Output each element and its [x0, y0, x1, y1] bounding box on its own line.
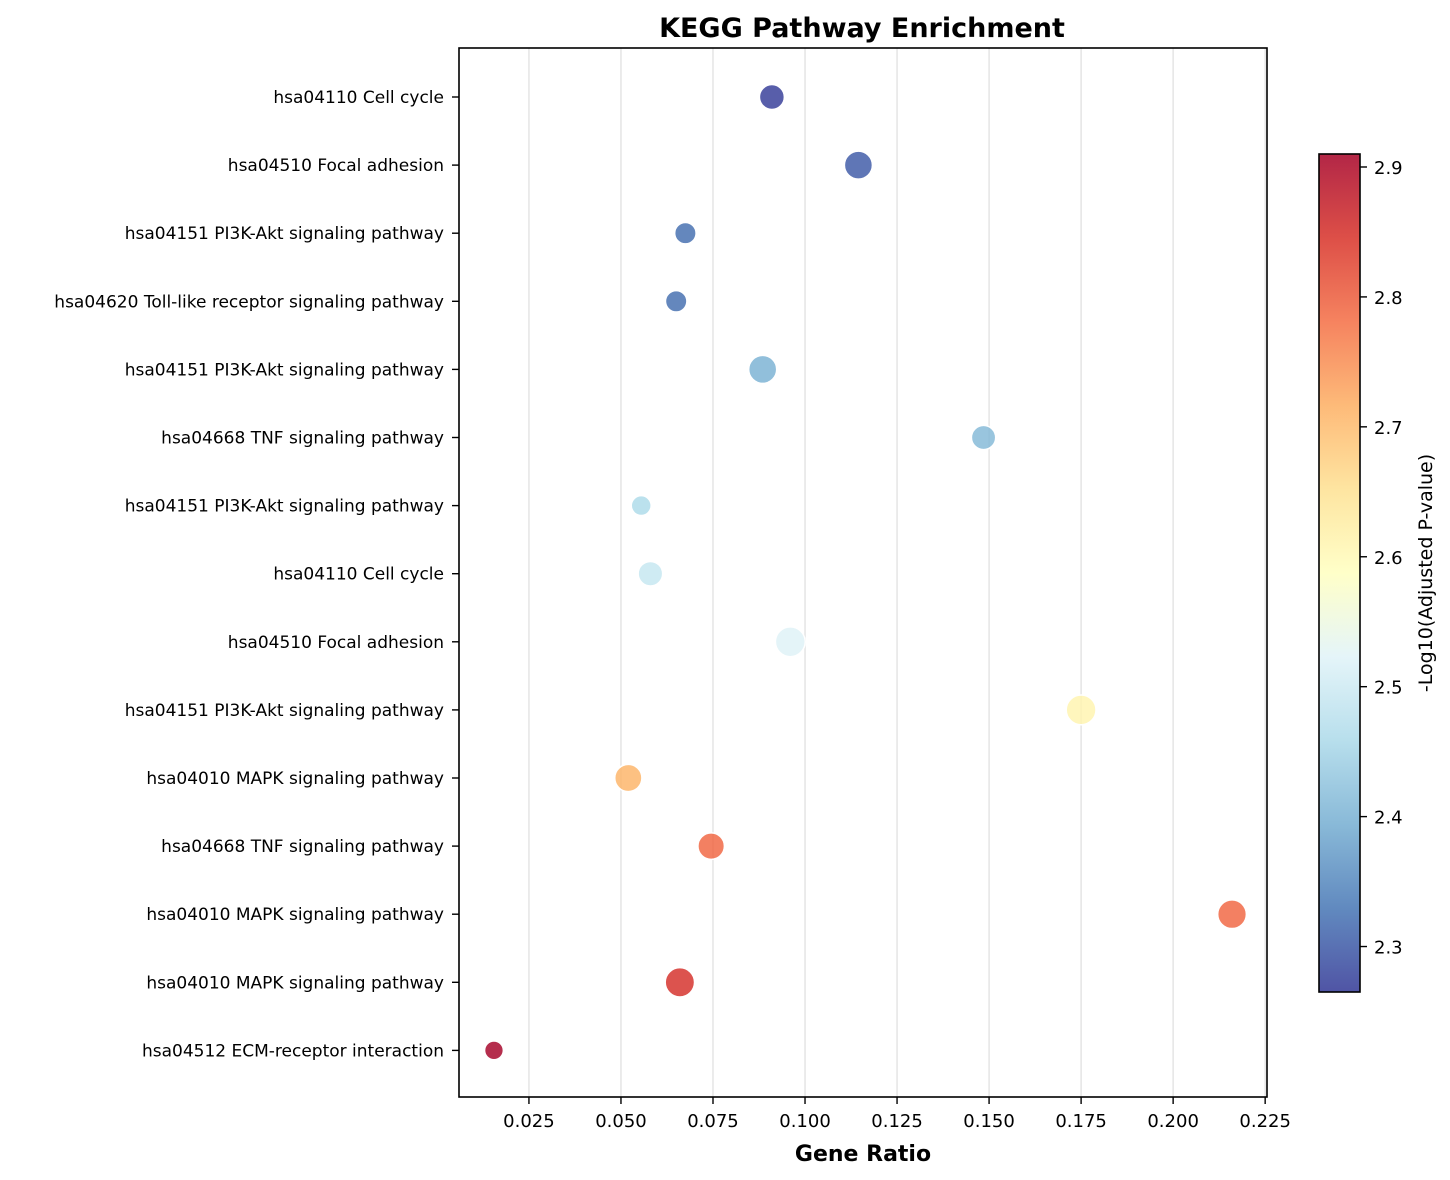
x-tick-label: 0.100 — [779, 1111, 831, 1132]
data-point — [664, 966, 696, 998]
data-point — [637, 560, 664, 587]
y-tick-label: hsa04110 Cell cycle — [273, 565, 444, 585]
y-tick-label: hsa04151 PI3K-Akt signaling pathway — [125, 224, 444, 244]
data-point — [664, 289, 688, 313]
data-point — [774, 626, 806, 658]
y-tick-label: hsa04668 TNF signaling pathway — [161, 429, 444, 449]
y-tick-label: hsa04010 MAPK signaling pathway — [146, 973, 444, 993]
colorbar-label: -Log10(Adjusted P-value) — [1415, 454, 1437, 692]
y-tick-label: hsa04512 ECM-receptor interaction — [142, 1041, 444, 1061]
data-point — [614, 763, 643, 793]
colorbar-ticks: 2.3 2.4 2.5 2.6 2.7 2.8 2.9 — [1360, 158, 1403, 959]
data-point — [697, 832, 726, 861]
y-tick-label: hsa04010 MAPK signaling pathway — [146, 769, 444, 789]
data-point — [970, 424, 997, 451]
colorbar-tick-label: 2.9 — [1374, 158, 1403, 179]
x-tick-label: 0.175 — [1055, 1111, 1107, 1132]
data-point — [843, 150, 874, 180]
colorbar-tick-label: 2.4 — [1374, 808, 1403, 829]
x-tick-label: 0.025 — [503, 1111, 555, 1132]
x-tick-label: 0.200 — [1147, 1111, 1199, 1132]
y-tick-label: hsa04010 MAPK signaling pathway — [146, 905, 444, 925]
y-tick-label: hsa04620 Toll-like receptor signaling pa… — [54, 292, 444, 312]
y-tick-label: hsa04151 PI3K-Akt signaling pathway — [125, 701, 444, 721]
data-points — [483, 83, 1248, 1061]
y-tick-label: hsa04668 TNF signaling pathway — [161, 837, 444, 857]
colorbar-tick-label: 2.7 — [1374, 418, 1403, 439]
x-tick-label: 0.150 — [963, 1111, 1015, 1132]
y-tick-label: hsa04510 Focal adhesion — [228, 633, 444, 653]
x-tick-label: 0.225 — [1239, 1111, 1291, 1132]
data-point — [758, 83, 786, 111]
y-axis-ticks: hsa04110 Cell cycle hsa04510 Focal adhesi… — [54, 88, 459, 1061]
x-tick-label: 0.125 — [871, 1111, 923, 1132]
data-point — [1065, 694, 1097, 726]
data-point — [483, 1040, 505, 1061]
plot-frame — [458, 47, 1268, 1098]
data-point — [630, 494, 652, 517]
y-tick-label: hsa04510 Focal adhesion — [228, 156, 444, 176]
x-tick-label: 0.075 — [687, 1111, 739, 1132]
colorbar-tick-label: 2.8 — [1374, 288, 1403, 309]
y-tick-label: hsa04151 PI3K-Akt signaling pathway — [125, 360, 444, 380]
data-point — [747, 354, 778, 385]
x-axis-label: Gene Ratio — [795, 1142, 931, 1167]
data-point — [1216, 899, 1248, 930]
chart-title: KEGG Pathway Enrichment — [659, 13, 1065, 44]
colorbar-tick-label: 2.5 — [1374, 678, 1403, 699]
y-tick-label: hsa04110 Cell cycle — [273, 88, 444, 108]
colorbar-tick-label: 2.3 — [1374, 938, 1403, 959]
colorbar-tick-label: 2.6 — [1374, 548, 1403, 569]
colorbar — [1318, 153, 1361, 993]
data-point — [673, 221, 697, 245]
x-axis-ticks: 0.025 0.050 0.075 0.100 0.125 0.150 0.175 0.200… — [503, 1097, 1291, 1132]
y-tick-label: hsa04151 PI3K-Akt signaling pathway — [125, 497, 444, 517]
x-tick-label: 0.050 — [595, 1111, 647, 1132]
grid-lines — [528, 48, 1266, 1097]
